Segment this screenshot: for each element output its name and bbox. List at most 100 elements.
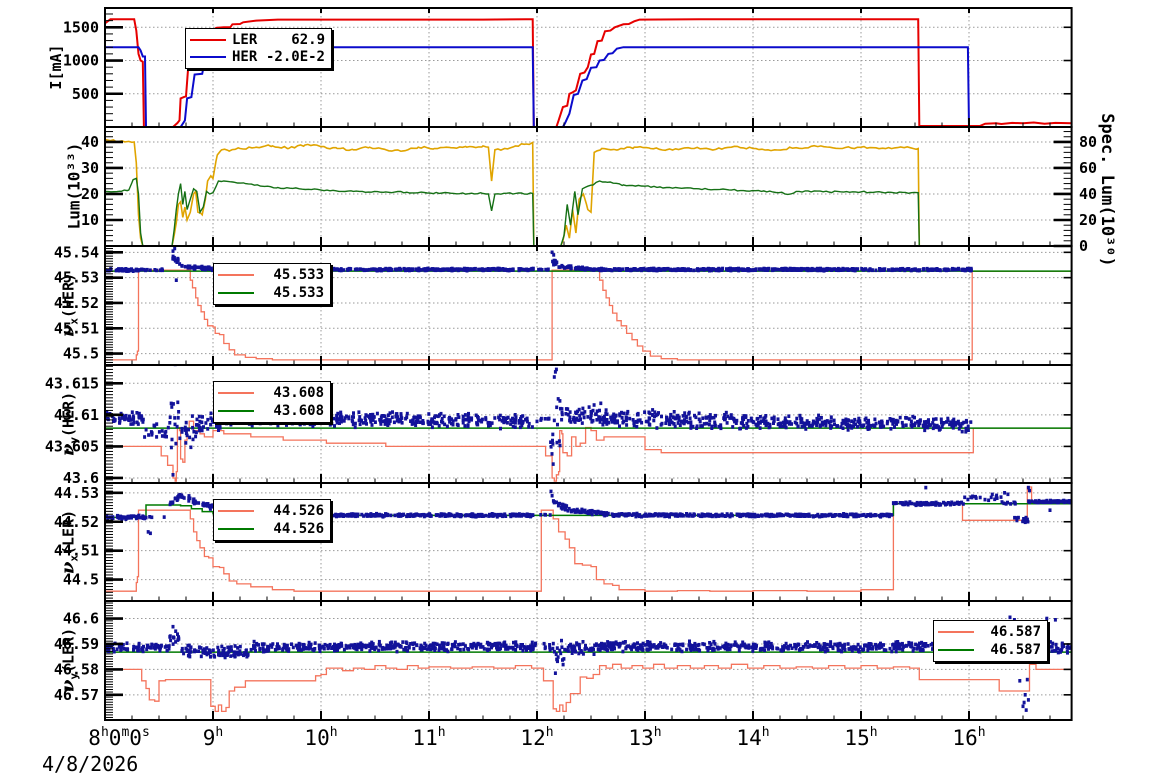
y-tick-label: 46.59 [54,635,99,653]
x-tick-label-base: 13 [628,726,654,750]
right-tick-label: 80 [1079,133,1097,151]
nu-subscript: y [67,437,81,444]
x-tick-label-base: 0 [108,726,122,750]
series-setpoint [105,486,1072,592]
legend-entry: 46.587 [938,641,1041,659]
legend-entry-value: 46.587 [990,642,1041,658]
date-label: 4/8/2026 [42,752,139,776]
x-tick-label: 14h [736,725,769,750]
legend-entry-value: 45.533 [273,285,324,301]
legend-line-sample [190,38,226,41]
y-tick-label: 44.53 [54,484,99,502]
x-tick-label: 15h [844,725,878,750]
legend-line-sample [938,649,974,651]
legend-line-sample [190,56,226,59]
x-tick-label: 9h [202,725,224,750]
series-setpoint [105,269,1072,361]
legend-entry: 45.533 [218,284,324,302]
legend-entry-value: 46.587 [990,624,1041,640]
y-tick-label: 44.5 [63,571,99,589]
y-axis-label-nux-ler: νx(LER) [58,510,81,574]
panel-luminosity: 10 20 30 40 0 20 40 60 80 [81,126,1097,255]
y-axis-label-text: I[mA] [47,44,65,90]
scatter-measured-tune [105,615,1072,712]
scatter-measured-tune [105,365,973,477]
y-axis-label-text: Lum(10³³) [64,142,84,230]
ring-name: (LER) [59,509,78,556]
x-tick-label: 8h0m0s [88,725,150,750]
x-tick-label-sup: s [141,725,150,741]
legend-entry-value: 62.9 [291,31,325,48]
x-tick-label-base: 16 [952,726,978,750]
legend-entry: 44.526 [218,520,324,538]
nu-subscript: x [67,318,81,325]
nu-symbol: ν [57,679,79,693]
x-tick-label-base: 9 [202,726,216,750]
x-tick-label-sup: h [437,725,446,741]
right-axis-label-text: Spec. Lum(10³⁰) [1097,113,1117,267]
series-specific-luminosity [105,177,1072,246]
ring-name: (HER) [59,272,78,319]
x-tick-label-sup: h [869,725,878,741]
y-tick-label: 1500 [63,18,99,36]
x-tick-label-sup: h [545,725,554,741]
series-setpoint [105,663,1072,713]
panel-nu-y-HER: 43.6 43.605 43.61 43.615 [45,364,1073,487]
y-tick-label: 44.51 [54,542,99,560]
panel-border [104,600,1073,721]
panel-nu-y-LER: 46.57 46.58 46.59 46.6 [54,600,1073,721]
y-tick-label: 46.6 [63,610,99,628]
nu-symbol: ν [57,443,79,457]
legend-entry: 43.608 [218,402,324,420]
series-HER-current [105,46,1072,127]
legend-beam-current: LER 62.9 HER -2.0E-2 [185,28,332,69]
legend-entry: 45.533 [218,266,324,284]
y-tick-label: 45.5 [63,345,99,363]
x-tick-label-base: 0 [129,726,142,750]
legend-line-sample [218,510,254,512]
legend-line-sample [218,528,254,530]
x-tick-label-base: 15 [844,726,870,750]
panel-nu-x-HER: 45.5 45.51 45.52 45.53 45.54 [54,243,1073,366]
y-tick-label: 1000 [63,52,99,70]
right-tick-label: 60 [1079,159,1097,177]
y-tick-label: 46.57 [54,686,99,704]
y-tick-label: 44.52 [54,513,99,531]
legend-line-sample [218,410,254,412]
legend-nu-y-LER: 46.587 46.587 [933,620,1048,662]
legend-line-sample [218,392,254,394]
series-luminosity [105,138,1072,246]
legend-nu-x-HER: 45.533 45.533 [213,263,331,305]
legend-line-sample [218,274,254,276]
legend-nu-x-LER: 44.526 44.526 [213,499,331,541]
ring-name: (HER) [59,391,78,438]
x-tick-label-sup: h [100,725,109,741]
legend-entry: 46.587 [938,623,1041,641]
x-tick-label-sup: h [653,725,662,741]
y-tick-label: 45.54 [54,243,99,261]
x-tick-label: 11h [412,725,446,750]
legend-entry: 44.526 [218,502,324,520]
legend-nu-y-HER: 43.608 43.608 [213,381,331,423]
legend-entry-value: 43.608 [273,385,324,401]
nu-symbol: ν [57,324,79,338]
legend-entry-label: LER [232,31,258,48]
legend-entry-value: 43.608 [273,403,324,419]
legend-entry: 43.608 [218,384,324,402]
y-tick-label: 45.51 [54,319,99,337]
panel-beam-current: 500 1000 1500 [63,7,1073,128]
x-tick-label: 12h [520,725,554,750]
x-tick-label-sup: h [329,725,338,741]
y-axis-label-nux-her: νx(HER) [58,273,81,337]
legend-entry-value: 44.526 [273,521,324,537]
right-tick-label: 20 [1079,211,1097,229]
legend-entry-value: 45.533 [273,267,324,283]
right-tick-label: 0 [1079,237,1088,255]
x-tick-label-base: 10 [304,726,330,750]
legend-line-sample [218,292,254,294]
nu-subscript: x [67,555,81,562]
x-tick-label-base: 8 [88,726,101,750]
y-tick-label: 43.605 [45,437,99,455]
